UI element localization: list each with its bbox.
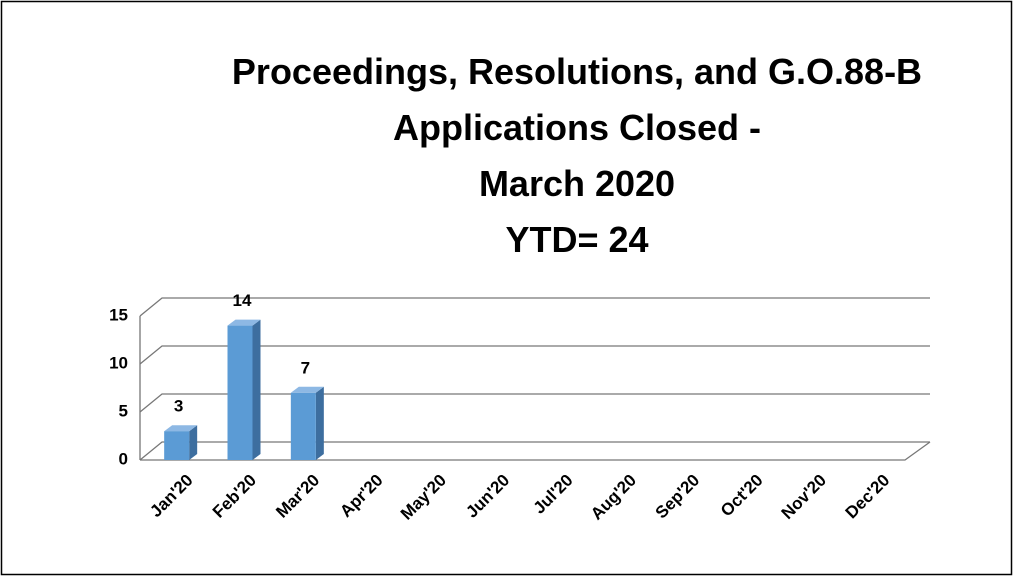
y-tick-label: 0 xyxy=(119,449,128,468)
bar-top xyxy=(290,386,324,393)
floor xyxy=(140,441,931,461)
chart-title: YTD= 24 xyxy=(505,219,648,260)
bar xyxy=(164,431,190,460)
data-label: 7 xyxy=(301,358,310,377)
grid-line xyxy=(139,297,930,317)
y-tick-label: 15 xyxy=(109,305,128,324)
bar xyxy=(227,325,253,460)
chart-title: March 2020 xyxy=(479,163,675,204)
grid-line xyxy=(139,393,930,413)
grid-line xyxy=(139,345,930,365)
bar xyxy=(290,392,316,460)
grid-line xyxy=(139,441,930,461)
data-label: 3 xyxy=(174,397,183,416)
chart-title: Proceedings, Resolutions, and G.O.88-B xyxy=(232,51,922,92)
bar-side xyxy=(315,386,324,460)
y-tick-label: 10 xyxy=(109,353,128,372)
data-label: 14 xyxy=(233,291,252,310)
chart-title: Applications Closed - xyxy=(393,107,761,148)
bar-side xyxy=(189,425,198,460)
bar-top xyxy=(227,319,261,326)
bar-top xyxy=(164,425,198,432)
y-tick-label: 5 xyxy=(119,401,128,420)
bar-side xyxy=(252,319,261,460)
